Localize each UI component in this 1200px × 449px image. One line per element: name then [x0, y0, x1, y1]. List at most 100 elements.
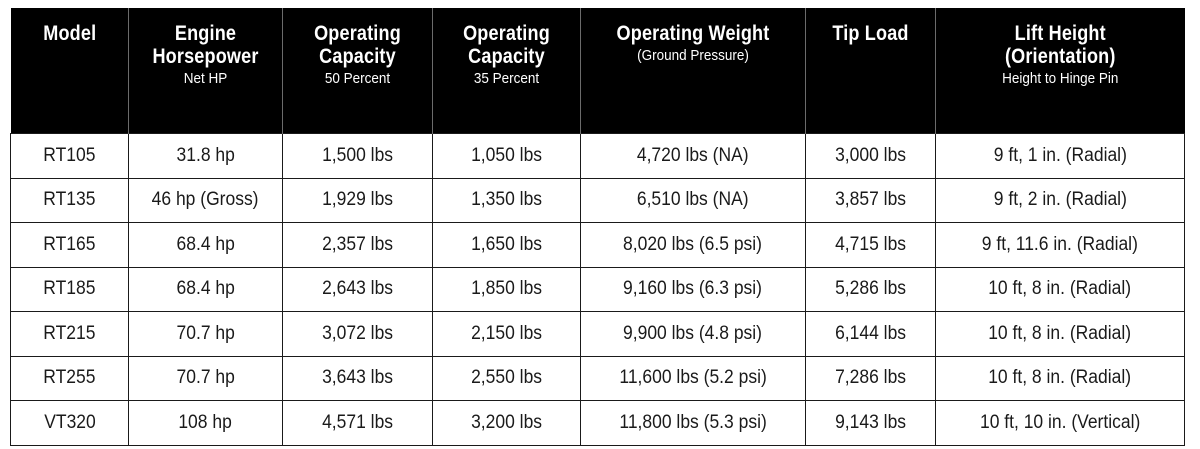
cell-text: 108 hp: [178, 411, 233, 433]
cell-text: 1,500 lbs: [322, 144, 393, 166]
model-cell: RT185: [10, 266, 129, 312]
table-row: RT185 68.4 hp 2,643 lbs 1,850 lbs 9,160 lbs …: [10, 266, 1185, 312]
table-cell: 1,850 lbs: [432, 266, 581, 312]
cell-text: 9,900 lbs (4.8 psi): [623, 322, 763, 344]
table-cell: 10 ft, 10 in. (Vertical): [935, 400, 1185, 446]
cell-text: 9 ft, 1 in. (Radial): [993, 144, 1127, 166]
cell-text: 4,720 lbs (NA): [637, 144, 749, 166]
column-header-model: Model: [10, 8, 129, 134]
table-cell: 11,600 lbs (5.2 psi): [580, 355, 806, 401]
table-cell: 10 ft, 8 in. (Radial): [935, 266, 1185, 312]
table-cell: 5,286 lbs: [805, 266, 936, 312]
table-cell: 4,571 lbs: [282, 400, 433, 446]
cell-text: 6,144 lbs: [835, 322, 906, 344]
column-header-lift-height: Lift Height (Orientation) Height to Hinge …: [935, 8, 1185, 134]
cell-text: 1,350 lbs: [471, 189, 542, 211]
table-cell: 108 hp: [128, 400, 283, 446]
column-header-title-line: Operating Weight: [616, 22, 770, 45]
cell-text: 68.4 hp: [176, 233, 235, 255]
table-cell: 9,900 lbs (4.8 psi): [580, 311, 806, 357]
cell-text: 70.7 hp: [176, 322, 235, 344]
table-cell: 11,800 lbs (5.3 psi): [580, 400, 806, 446]
cell-text: 10 ft, 8 in. (Radial): [988, 322, 1132, 344]
specifications-table: Model Engine Horsepower Net HP Operating Capa…: [10, 8, 1185, 446]
table-cell: 70.7 hp: [128, 311, 283, 357]
model-cell: VT320: [10, 400, 129, 446]
cell-text: 3,857 lbs: [835, 189, 906, 211]
cell-text: 9,143 lbs: [835, 411, 906, 433]
table-cell: 1,929 lbs: [282, 177, 433, 223]
column-header-operating-weight: Operating Weight (Ground Pressure): [580, 8, 806, 134]
cell-text: 9,160 lbs (6.3 psi): [623, 278, 763, 300]
table-cell: 9 ft, 11.6 in. (Radial): [935, 222, 1185, 268]
cell-text: 68.4 hp: [176, 278, 235, 300]
cell-text: 1,650 lbs: [471, 233, 542, 255]
cell-text: 5,286 lbs: [835, 278, 906, 300]
column-header-title-line: Operating: [314, 22, 401, 45]
column-header-title: Lift Height (Orientation): [957, 22, 1164, 68]
cell-text: 1,050 lbs: [471, 144, 542, 166]
table-cell: 10 ft, 8 in. (Radial): [935, 311, 1185, 357]
column-header-title-line: Model: [42, 22, 96, 45]
table-row: RT165 68.4 hp 2,357 lbs 1,650 lbs 8,020 lbs …: [10, 222, 1185, 268]
model-cell: RT135: [10, 177, 129, 223]
column-header-title: Model: [22, 22, 116, 45]
cell-text: RT105: [43, 144, 96, 166]
column-header-operating-capacity-50: Operating Capacity 50 Percent: [282, 8, 433, 134]
cell-text: 6,510 lbs (NA): [637, 189, 749, 211]
cell-text: 2,550 lbs: [471, 367, 542, 389]
cell-text: 10 ft, 8 in. (Radial): [988, 278, 1132, 300]
column-header-title-line: Operating: [463, 22, 550, 45]
cell-text: 2,357 lbs: [322, 233, 393, 255]
table-cell: 68.4 hp: [128, 266, 283, 312]
cell-text: RT255: [43, 367, 96, 389]
column-header-title-line: (Orientation): [1004, 45, 1116, 68]
table-cell: 3,857 lbs: [805, 177, 936, 223]
table-cell: 9,160 lbs (6.3 psi): [580, 266, 806, 312]
table-cell: 6,144 lbs: [805, 311, 936, 357]
cell-text: 9 ft, 2 in. (Radial): [993, 189, 1127, 211]
cell-text: RT165: [43, 233, 96, 255]
column-header-title: Tip Load: [818, 22, 922, 45]
table-cell: 3,072 lbs: [282, 311, 433, 357]
table-cell: 8,020 lbs (6.5 psi): [580, 222, 806, 268]
table-cell: 4,720 lbs (NA): [580, 133, 806, 179]
cell-text: 3,000 lbs: [835, 144, 906, 166]
table-cell: 2,150 lbs: [432, 311, 581, 357]
table-cell: 3,200 lbs: [432, 400, 581, 446]
table-cell: 4,715 lbs: [805, 222, 936, 268]
table-cell: 31.8 hp: [128, 133, 283, 179]
cell-text: 46 hp (Gross): [152, 189, 259, 211]
cell-text: 10 ft, 10 in. (Vertical): [979, 411, 1141, 433]
table-cell: 1,350 lbs: [432, 177, 581, 223]
cell-text: 4,715 lbs: [835, 233, 906, 255]
model-cell: RT255: [10, 355, 129, 401]
table-cell: 3,643 lbs: [282, 355, 433, 401]
table-cell: 2,643 lbs: [282, 266, 433, 312]
table-cell: 46 hp (Gross): [128, 177, 283, 223]
table-row: RT135 46 hp (Gross) 1,929 lbs 1,350 lbs 6,51…: [10, 177, 1185, 223]
column-header-subtitle: (Ground Pressure): [637, 47, 749, 64]
cell-text: 11,600 lbs (5.2 psi): [619, 367, 767, 389]
table-row: VT320 108 hp 4,571 lbs 3,200 lbs 11,800 lbs …: [10, 400, 1185, 446]
cell-text: 1,929 lbs: [322, 189, 393, 211]
cell-text: 9 ft, 11.6 in. (Radial): [981, 233, 1139, 255]
column-header-subtitle: 50 Percent: [324, 70, 391, 87]
cell-text: 3,643 lbs: [322, 367, 393, 389]
table-cell: 2,550 lbs: [432, 355, 581, 401]
cell-text: 10 ft, 8 in. (Radial): [988, 367, 1132, 389]
table-cell: 1,650 lbs: [432, 222, 581, 268]
cell-text: 2,643 lbs: [322, 278, 393, 300]
model-cell: RT165: [10, 222, 129, 268]
table-row: RT105 31.8 hp 1,500 lbs 1,050 lbs 4,720 lbs …: [10, 133, 1185, 179]
table-row: RT215 70.7 hp 3,072 lbs 2,150 lbs 9,900 lbs …: [10, 311, 1185, 357]
column-header-title: Operating Weight: [600, 22, 786, 45]
cell-text: 3,072 lbs: [322, 322, 393, 344]
column-header-title: Operating Capacity: [297, 22, 418, 68]
table-body: RT105 31.8 hp 1,500 lbs 1,050 lbs 4,720 lbs …: [10, 133, 1185, 446]
column-header-title: Engine Horsepower: [143, 22, 268, 68]
table-cell: 2,357 lbs: [282, 222, 433, 268]
cell-text: RT135: [43, 189, 96, 211]
table-cell: 1,050 lbs: [432, 133, 581, 179]
cell-text: 11,800 lbs (5.3 psi): [619, 411, 767, 433]
